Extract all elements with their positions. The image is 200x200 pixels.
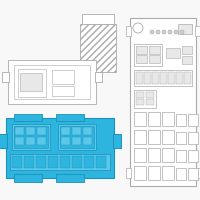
Bar — [136, 46, 147, 54]
Bar — [195, 168, 200, 178]
Bar — [134, 44, 162, 66]
Bar — [18, 69, 46, 97]
Bar — [188, 150, 198, 162]
Bar — [26, 127, 35, 135]
Bar — [60, 126, 94, 148]
Bar — [58, 124, 96, 150]
Bar — [52, 86, 74, 96]
Bar — [134, 70, 192, 86]
Bar — [8, 60, 96, 104]
Bar — [10, 154, 110, 170]
Bar — [176, 168, 186, 180]
Circle shape — [150, 30, 154, 34]
Bar — [52, 70, 74, 84]
Bar — [168, 72, 175, 84]
Bar — [72, 127, 81, 135]
Bar — [162, 148, 174, 162]
Bar — [152, 72, 159, 84]
Bar — [15, 137, 24, 145]
Bar — [60, 156, 70, 168]
Bar — [80, 24, 116, 72]
Bar — [56, 174, 84, 182]
Bar — [148, 166, 160, 180]
Bar — [160, 72, 167, 84]
Bar — [136, 72, 143, 84]
Bar — [148, 112, 160, 126]
Bar — [149, 46, 160, 54]
Bar — [134, 130, 146, 144]
Bar — [134, 166, 146, 180]
Bar — [126, 26, 131, 36]
Bar — [136, 92, 144, 98]
Bar — [148, 130, 160, 144]
Bar — [130, 18, 196, 186]
Circle shape — [162, 30, 166, 34]
Bar — [182, 56, 192, 64]
Bar — [83, 137, 92, 145]
Circle shape — [174, 30, 178, 34]
Bar — [166, 48, 180, 58]
Bar — [12, 156, 22, 168]
Bar — [37, 137, 46, 145]
Bar — [146, 99, 154, 105]
Bar — [162, 166, 174, 180]
Bar — [72, 156, 82, 168]
Bar — [61, 137, 70, 145]
Circle shape — [133, 23, 143, 33]
Bar — [113, 134, 121, 148]
Bar — [48, 156, 58, 168]
Bar — [14, 114, 42, 121]
Bar — [188, 168, 198, 180]
Bar — [14, 174, 42, 182]
Circle shape — [156, 30, 160, 34]
Bar — [15, 127, 24, 135]
Circle shape — [180, 30, 184, 34]
Bar — [188, 114, 198, 126]
Bar — [188, 132, 198, 144]
Bar — [176, 114, 186, 126]
Bar — [195, 26, 200, 36]
Bar — [84, 156, 94, 168]
Bar — [162, 112, 174, 126]
Bar — [134, 90, 156, 108]
Bar — [134, 112, 146, 126]
Bar — [83, 127, 92, 135]
Bar — [182, 46, 192, 54]
Bar — [162, 130, 174, 144]
Bar — [14, 126, 48, 148]
Bar — [24, 156, 34, 168]
Bar — [176, 132, 186, 144]
Bar — [136, 99, 144, 105]
Bar — [56, 114, 84, 121]
Bar — [149, 55, 160, 63]
Bar — [96, 156, 106, 168]
Circle shape — [168, 30, 172, 34]
Bar — [82, 14, 114, 24]
Bar — [20, 73, 42, 91]
Bar — [148, 148, 160, 162]
Bar — [95, 72, 102, 82]
Bar — [134, 148, 146, 162]
Bar — [72, 137, 81, 145]
Bar — [136, 55, 147, 63]
Bar — [26, 137, 35, 145]
Bar — [178, 24, 192, 34]
Bar — [2, 72, 9, 82]
Bar — [0, 134, 7, 148]
Bar — [36, 156, 46, 168]
Bar — [12, 124, 50, 150]
Bar — [176, 150, 186, 162]
Bar — [14, 65, 90, 99]
Bar — [184, 72, 191, 84]
Bar — [37, 127, 46, 135]
Bar — [6, 118, 114, 178]
Bar — [126, 168, 131, 178]
Bar — [61, 127, 70, 135]
Bar — [146, 92, 154, 98]
Bar — [144, 72, 151, 84]
Bar — [176, 72, 183, 84]
